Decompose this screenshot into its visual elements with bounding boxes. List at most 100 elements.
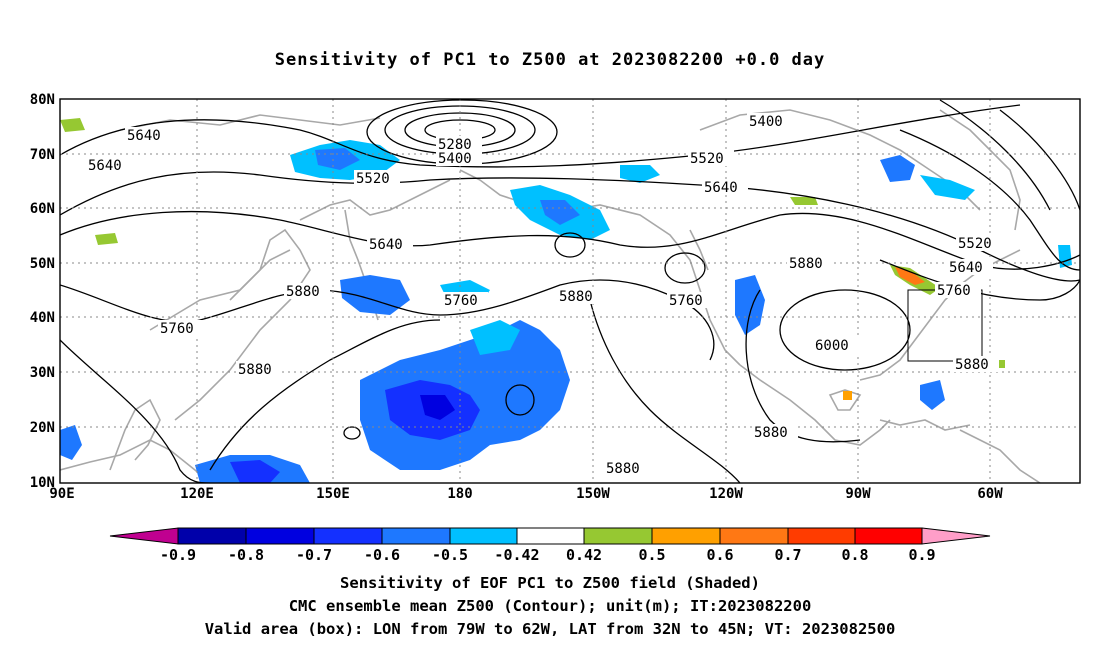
svg-text:5640: 5640: [704, 180, 738, 196]
svg-text:5880: 5880: [754, 425, 788, 441]
contour-label-5640: 5640: [367, 236, 413, 253]
colorbar-label: 0.9: [908, 546, 935, 564]
colorbar-segment: [109, 527, 179, 545]
svg-text:5640: 5640: [949, 260, 983, 276]
colorbar-label: -0.7: [296, 546, 332, 564]
colorbar-label: 0.42: [566, 546, 602, 564]
colorbar-segment: [854, 527, 923, 545]
gridlines: [60, 99, 1080, 483]
lat-label: 20N: [30, 420, 55, 436]
svg-text:5640: 5640: [369, 237, 403, 253]
lat-axis: 80N 70N 60N 50N 40N 30N 20N 10N: [30, 92, 55, 491]
contour-label-5520: 5520: [688, 150, 734, 167]
lon-label: 150E: [316, 486, 350, 502]
svg-text:6000: 6000: [815, 338, 849, 354]
svg-text:5760: 5760: [444, 293, 478, 309]
svg-text:5280: 5280: [438, 137, 472, 153]
colorbar-label: 0.5: [638, 546, 665, 564]
svg-text:5880: 5880: [955, 357, 989, 373]
svg-text:5520: 5520: [690, 151, 724, 167]
lon-label: 120E: [180, 486, 214, 502]
contour-label-5520: 5520: [956, 235, 1002, 252]
colorbar-label: 0.7: [774, 546, 801, 564]
contour-label-5280: 5280: [436, 136, 482, 153]
contour-label-5880: 5880: [284, 283, 330, 300]
lon-label: 150W: [576, 486, 610, 502]
lon-label: 90E: [49, 486, 74, 502]
svg-text:5400: 5400: [749, 114, 783, 130]
plot-title: Sensitivity of PC1 to Z500 at 2023082200…: [274, 50, 826, 70]
lat-label: 70N: [30, 147, 55, 163]
contour-label-5880: 5880: [604, 460, 650, 477]
svg-text:5880: 5880: [789, 256, 823, 272]
contour-label-5880: 5880: [787, 255, 833, 272]
colorbar-segment: [381, 527, 451, 545]
svg-text:5880: 5880: [238, 362, 272, 378]
colorbar-label: -0.9: [160, 546, 196, 564]
svg-text:5760: 5760: [669, 293, 703, 309]
lat-label: 80N: [30, 92, 55, 108]
svg-text:5640: 5640: [127, 128, 161, 144]
colorbar-segment: [583, 527, 653, 545]
svg-text:5520: 5520: [356, 171, 390, 187]
colorbar-segment: [516, 527, 585, 545]
caption-shaded: Sensitivity of EOF PC1 to Z500 field (Sh…: [340, 574, 760, 592]
colorbar-segment: [245, 527, 315, 545]
colorbar-segment: [313, 527, 383, 545]
contour-label-5640: 5640: [947, 259, 993, 276]
colorbar-label: 0.8: [841, 546, 868, 564]
svg-text:5400: 5400: [438, 151, 472, 167]
contour-label-5640: 5640: [125, 127, 171, 144]
shaded-sensitivity: [60, 118, 1072, 483]
colorbar-label: -0.5: [432, 546, 468, 564]
lon-label: 90W: [845, 486, 871, 502]
colorbar-label: 0.6: [706, 546, 733, 564]
contour-label-6000: 6000: [813, 337, 859, 354]
colorbar-segment: [787, 527, 856, 545]
caption-valid-area: Valid area (box): LON from 79W to 62W, L…: [204, 620, 896, 638]
colorbar-label: -0.8: [228, 546, 264, 564]
lon-label: 180: [447, 486, 472, 502]
colorbar-segment: [719, 527, 789, 545]
svg-text:5880: 5880: [286, 284, 320, 300]
lon-label: 120W: [709, 486, 743, 502]
svg-text:5760: 5760: [937, 283, 971, 299]
svg-text:5880: 5880: [559, 289, 593, 305]
lat-label: 60N: [30, 201, 55, 217]
contour-label-5880: 5880: [236, 361, 282, 378]
colorbar-label: -0.6: [364, 546, 400, 564]
map-area: 5280 5400 5400 5520 5520 5520 5640 5640 …: [60, 99, 1080, 483]
contour-label-5760: 5760: [442, 292, 488, 309]
colorbar-labels: -0.9 -0.8 -0.7 -0.6 -0.5 -0.42 0.42 0.5 …: [160, 546, 936, 564]
lat-label: 50N: [30, 256, 55, 272]
colorbar-segment: [651, 527, 721, 545]
svg-text:5520: 5520: [958, 236, 992, 252]
lat-label: 30N: [30, 365, 55, 381]
contour-label-5640: 5640: [86, 157, 132, 174]
contour-labels: 5280 5400 5400 5520 5520 5520 5640 5640 …: [86, 113, 1002, 477]
map-frame: [59, 98, 1081, 484]
svg-text:5880: 5880: [606, 461, 640, 477]
contour-label-5760: 5760: [935, 282, 981, 299]
contour-label-5760: 5760: [667, 292, 713, 309]
contour-label-5880: 5880: [752, 424, 798, 441]
contour-label-5880: 5880: [953, 356, 999, 373]
lon-label: 60W: [977, 486, 1003, 502]
lat-label: 40N: [30, 310, 55, 326]
lat-label: 10N: [30, 475, 55, 491]
colorbar-segment: [177, 527, 247, 545]
contour-label-5640: 5640: [702, 179, 748, 196]
colorbar-label: -0.42: [494, 546, 539, 564]
caption-contour: CMC ensemble mean Z500 (Contour); unit(m…: [288, 597, 812, 615]
svg-text:5640: 5640: [88, 158, 122, 174]
contour-label-5520: 5520: [354, 170, 400, 187]
colorbar-segment: [921, 527, 991, 545]
contour-label-5400: 5400: [747, 113, 793, 130]
contour-label-5760: 5760: [158, 320, 204, 337]
contour-label-5400: 5400: [436, 150, 482, 167]
colorbar-segment: [449, 527, 518, 545]
svg-text:5760: 5760: [160, 321, 194, 337]
lon-axis: 90E 120E 150E 180 150W 120W 90W 60W: [49, 486, 1003, 502]
contour-label-5880: 5880: [557, 288, 603, 305]
